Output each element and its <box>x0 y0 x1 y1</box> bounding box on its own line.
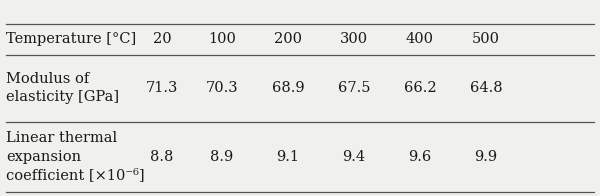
Text: 67.5: 67.5 <box>338 81 370 95</box>
Text: 68.9: 68.9 <box>272 81 304 95</box>
Text: 20: 20 <box>152 32 172 46</box>
Text: 500: 500 <box>472 32 500 46</box>
Text: 64.8: 64.8 <box>470 81 502 95</box>
Text: Linear thermal
expansion
coefficient [×10⁻⁶]: Linear thermal expansion coefficient [×1… <box>6 131 145 182</box>
Text: 300: 300 <box>340 32 368 46</box>
Text: 9.6: 9.6 <box>409 150 431 164</box>
Text: 200: 200 <box>274 32 302 46</box>
Text: 71.3: 71.3 <box>146 81 178 95</box>
Text: 8.8: 8.8 <box>151 150 173 164</box>
Text: 100: 100 <box>208 32 236 46</box>
Text: Temperature [°C]: Temperature [°C] <box>6 32 136 46</box>
Text: 9.4: 9.4 <box>343 150 365 164</box>
Text: 66.2: 66.2 <box>404 81 436 95</box>
Text: 400: 400 <box>406 32 434 46</box>
Text: 9.9: 9.9 <box>475 150 497 164</box>
Text: Modulus of
elasticity [GPa]: Modulus of elasticity [GPa] <box>6 72 119 104</box>
Text: 9.1: 9.1 <box>277 150 299 164</box>
Text: 70.3: 70.3 <box>206 81 238 95</box>
Text: 8.9: 8.9 <box>211 150 233 164</box>
